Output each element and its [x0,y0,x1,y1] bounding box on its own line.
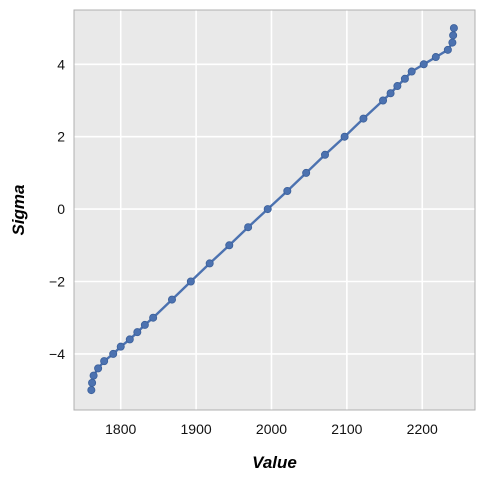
data-point [140,320,149,329]
y-tick-label: 0 [57,201,65,217]
data-point [149,313,158,322]
x-tick-label: 1800 [105,421,136,437]
y-tick-label: 4 [57,56,65,72]
data-point [87,386,96,395]
data-point [340,132,349,141]
data-point [393,82,402,91]
data-point [263,205,272,214]
data-point [448,38,457,47]
data-point [400,74,409,83]
data-point [379,96,388,105]
data-point [283,186,292,195]
data-point [449,31,458,40]
data-point [94,364,103,373]
data-point [302,168,311,177]
data-point [133,328,142,337]
data-point [386,89,395,98]
data-point [443,45,452,54]
data-point [100,357,109,366]
data-point [244,223,253,232]
data-point [225,241,234,250]
data-point [419,60,428,69]
data-point [186,277,195,286]
data-point [359,114,368,123]
data-point [167,295,176,304]
series [87,24,458,395]
x-tick-label: 2000 [256,421,287,437]
plot-frame [73,9,476,411]
data-point [116,342,125,351]
data-point [125,335,134,344]
y-tick-label: −4 [49,346,65,362]
y-tick-label: 2 [57,129,65,145]
data-point [109,349,118,358]
x-tick-label: 2200 [407,421,438,437]
x-tick-label: 1900 [181,421,212,437]
y-tick-label: −2 [49,273,65,289]
data-point [407,67,416,76]
data-point [88,378,97,387]
data-point [205,259,214,268]
data-point [449,24,458,33]
y-axis-title: Sigma [9,184,28,235]
x-axis-title: Value [252,453,297,472]
x-tick-label: 2100 [331,421,362,437]
data-point [89,371,98,380]
data-point [321,150,330,159]
ticks: 1800 1900 2000 2100 2200 −4 −2 0 2 4 [49,56,438,437]
data-point [431,53,440,62]
